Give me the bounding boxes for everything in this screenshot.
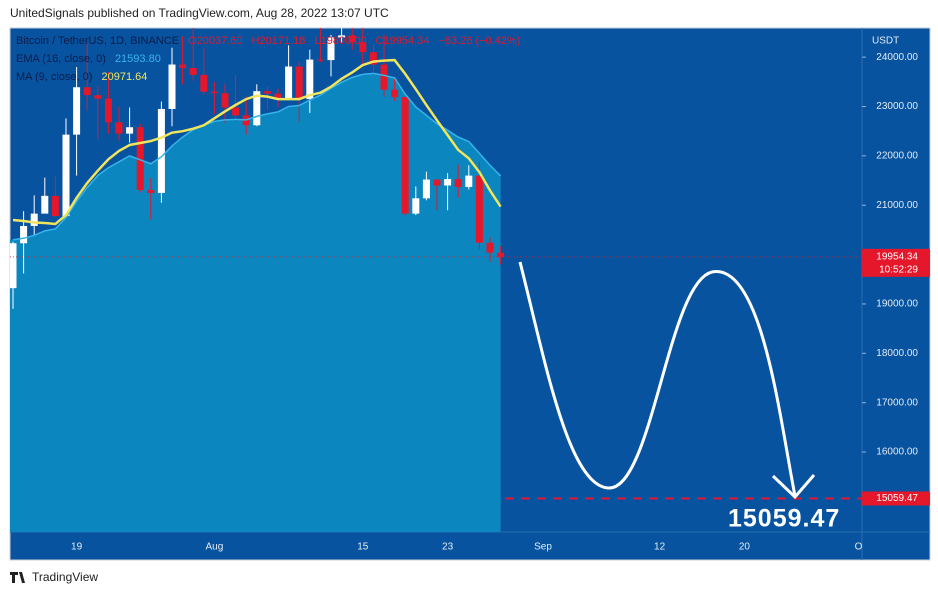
target-label: 15059.47	[876, 493, 918, 504]
candle-body	[274, 93, 282, 99]
y-tick-label: 18000.00	[876, 348, 918, 359]
legend-ma: MA (9, close, 0) 20971.64	[16, 71, 147, 83]
candle-body	[433, 179, 441, 186]
x-tick-label: 19	[71, 542, 83, 553]
candle-body	[157, 108, 165, 193]
y-tick-label: 16000.00	[876, 447, 918, 458]
candle-body	[51, 195, 59, 217]
plot-area	[10, 28, 862, 532]
candle-body	[41, 195, 49, 214]
candle-body	[338, 35, 346, 38]
candle-body	[20, 225, 28, 244]
last-price-box	[862, 248, 930, 277]
candle-body	[465, 175, 473, 187]
legend-close: C19954.34	[376, 35, 430, 47]
footer-brand: TradingView	[32, 570, 98, 584]
candle-body	[104, 98, 112, 123]
legend-low: L19800.00	[314, 35, 366, 47]
candle-body	[253, 91, 261, 126]
candle-body	[401, 97, 409, 214]
legend-ema: EMA (16, close, 0) 21593.80	[16, 53, 161, 65]
legend-name: MA (9, close, 0)	[16, 71, 92, 83]
candle-body	[295, 66, 303, 100]
y-tick-label: 21000.00	[876, 200, 918, 211]
candle-body	[200, 74, 208, 92]
candle-body	[179, 64, 187, 68]
legend-symbol: Bitcoin / TetherUS, 1D, BINANCE O20037.6…	[16, 35, 520, 47]
legend-value: 21593.80	[115, 53, 161, 65]
candle-body	[486, 242, 494, 253]
candle-body	[83, 87, 91, 96]
candle-body	[444, 179, 452, 186]
countdown-label: 10:52:29	[879, 264, 918, 275]
time-axis: 19 Aug 15 23 Sep 12 20 Oc	[71, 542, 868, 553]
legend-name: EMA (16, close, 0)	[16, 53, 106, 65]
candle-body	[369, 52, 377, 65]
x-tick-label: Oc	[855, 542, 868, 553]
arrow-head	[771, 474, 816, 500]
candle-body	[359, 42, 367, 53]
x-tick-label: Aug	[206, 542, 224, 553]
price-axis: 16000.00 17000.00 18000.00 19000.00 21000.00…	[862, 52, 930, 506]
y-tick-label: 23000.00	[876, 101, 918, 112]
footer: TradingView	[10, 570, 98, 584]
last-price-label: 19954.34	[876, 251, 918, 262]
candle-body	[475, 175, 483, 243]
currency-label: USDT	[872, 36, 899, 47]
candle-body	[316, 59, 324, 61]
candle-body	[348, 35, 356, 43]
candle-body	[126, 127, 134, 134]
legend-high: H20171.18	[252, 35, 306, 47]
candle-body	[30, 213, 38, 226]
candle-body	[285, 66, 293, 99]
candle-body	[136, 127, 144, 190]
publisher-line: UnitedSignals published on TradingView.c…	[10, 6, 389, 20]
y-tick-label: 22000.00	[876, 151, 918, 162]
candle-body	[73, 87, 81, 135]
candle-body	[412, 198, 420, 214]
symbol: Bitcoin / TetherUS, 1D, BINANCE	[16, 35, 179, 47]
candle-body	[115, 122, 123, 134]
candle-body	[210, 91, 218, 94]
candle-body	[263, 91, 271, 94]
candle-body	[221, 93, 229, 108]
projection-arrow	[518, 261, 797, 497]
x-tick-label: 23	[442, 542, 454, 553]
candle-body	[62, 134, 70, 217]
candle-body	[306, 59, 314, 100]
candle-body	[422, 179, 430, 199]
candle-body	[189, 67, 197, 75]
candle-body	[94, 95, 102, 99]
y-tick-label: 19000.00	[876, 299, 918, 310]
target-annotation: 15059.47	[728, 505, 840, 533]
legend-change: −83.26 (−0.42%)	[438, 35, 520, 47]
x-tick-label: 20	[739, 542, 751, 553]
candle-body	[168, 64, 176, 109]
x-tick-label: 15	[357, 542, 369, 553]
candle-body	[380, 64, 388, 90]
legend-open: O20037.60	[188, 35, 242, 47]
y-tick-label: 24000.00	[876, 52, 918, 63]
legend-value: 20971.64	[101, 71, 147, 83]
candle-body	[232, 107, 240, 116]
ema-area	[10, 73, 501, 532]
candle-body	[147, 189, 155, 193]
y-tick-label: 17000.00	[876, 397, 918, 408]
candle-body	[391, 89, 399, 98]
logo	[10, 572, 25, 583]
target-box	[862, 491, 930, 506]
candle-body	[327, 37, 335, 61]
x-tick-label: Sep	[534, 542, 552, 553]
candle-body	[454, 179, 462, 187]
x-tick-label: 12	[654, 542, 666, 553]
candle-body	[497, 252, 505, 257]
ema-line	[12, 72, 502, 241]
ma-line	[12, 58, 502, 226]
candle-body	[10, 243, 17, 289]
